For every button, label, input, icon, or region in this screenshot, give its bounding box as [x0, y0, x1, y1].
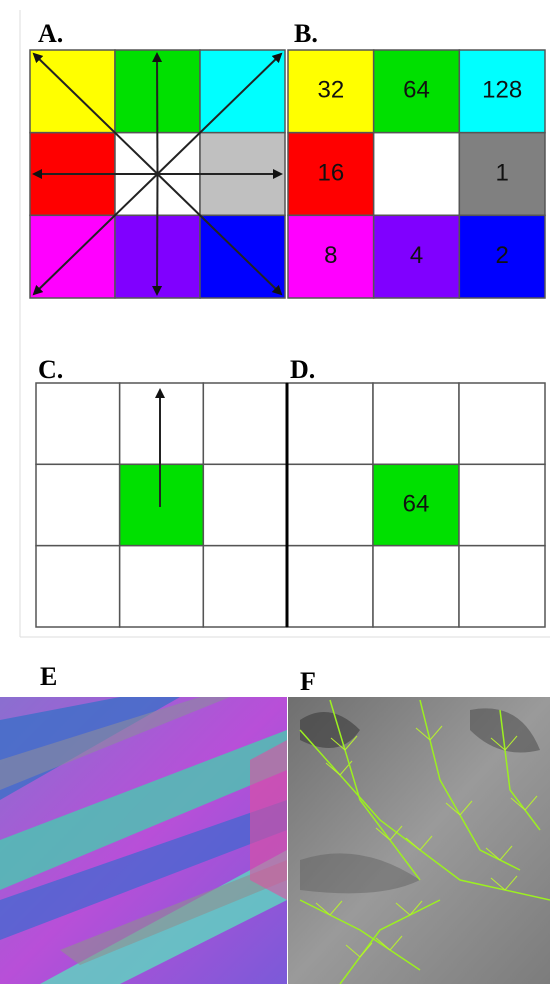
grid-cell — [373, 383, 459, 464]
panel-a — [30, 50, 285, 298]
flow-code: 2 — [495, 242, 508, 269]
grid-cell — [373, 546, 459, 627]
grid-cell — [459, 546, 545, 627]
direction-arrow — [157, 54, 158, 174]
panel-label: F — [300, 667, 316, 696]
flow-code: 16 — [317, 159, 344, 186]
flow-code: 4 — [410, 242, 423, 269]
flow-code: 32 — [317, 77, 344, 104]
grid-cell — [120, 383, 204, 464]
grid-cell — [120, 546, 204, 627]
grid-cell — [459, 464, 545, 545]
panel-e-image — [0, 697, 287, 984]
grid-cell — [36, 464, 120, 545]
grid-cell — [374, 133, 460, 216]
grid-cell — [36, 546, 120, 627]
panel-label: A. — [38, 19, 63, 48]
grid-cell — [459, 383, 545, 464]
flow-code: 8 — [324, 242, 337, 269]
grid-cell — [287, 546, 373, 627]
grid-cell — [120, 464, 204, 545]
grid-cell — [287, 383, 373, 464]
flow-code: 64 — [403, 490, 430, 517]
flow-code: 1 — [495, 159, 508, 186]
figure: A. B. C. D. E F 32 64 128 16 1 8 4 2 64 — [0, 0, 550, 984]
grid-cell — [36, 383, 120, 464]
panel-d: 64 — [287, 383, 545, 627]
panel-f-image — [288, 697, 550, 984]
panel-label: E — [40, 662, 57, 691]
flow-code: 128 — [482, 77, 522, 104]
grid-cell — [287, 464, 373, 545]
panel-label: C. — [38, 355, 63, 384]
page: {"panels": { "a": {"label": "A."}, "b": … — [0, 0, 550, 984]
flow-code: 64 — [403, 77, 430, 104]
panel-b: 32 64 128 16 1 8 4 2 — [288, 50, 545, 298]
direction-arrow — [157, 174, 158, 294]
panel-label: B. — [294, 19, 318, 48]
grid-cell — [203, 464, 287, 545]
grid-cell — [203, 383, 287, 464]
panel-label: D. — [290, 355, 315, 384]
grid-cell — [203, 546, 287, 627]
panel-c — [36, 383, 287, 627]
